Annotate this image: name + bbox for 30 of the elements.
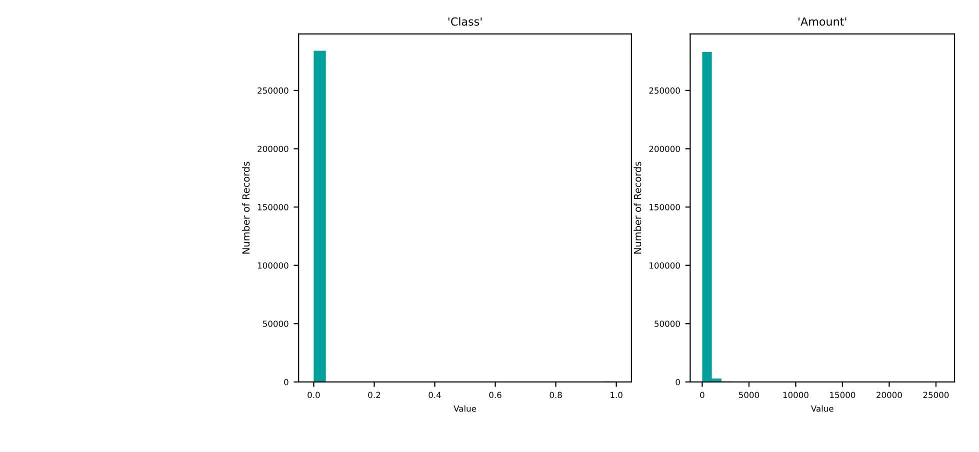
chart-title: 'Amount'	[798, 17, 846, 26]
y-tick-label: 100000	[258, 262, 288, 269]
x-tick-label: 15000	[830, 392, 856, 398]
x-tick-label: 1.0	[610, 392, 622, 398]
y-tick-label: 250000	[258, 87, 288, 94]
y-axis-title: Number of Records	[634, 162, 642, 254]
x-tick-label: 0.2	[368, 392, 380, 398]
x-tick-label: 0.8	[550, 392, 562, 398]
y-tick-label: 0	[676, 378, 680, 386]
x-tick-label: 0.6	[489, 392, 502, 398]
x-axis-title: Value	[810, 405, 834, 412]
y-tick-label: 200000	[258, 146, 288, 152]
y-tick-label: 50000	[263, 320, 288, 327]
y-tick-label: 200000	[649, 146, 680, 152]
y-tick-label: 0	[284, 378, 288, 386]
y-tick-label: 150000	[650, 204, 680, 210]
x-tick-label: 20000	[876, 392, 902, 398]
y-tick-label: 150000	[258, 204, 288, 210]
y-axis-title: Number of Records	[242, 162, 250, 254]
x-tick-label: 0.0	[308, 392, 320, 398]
x-tick-label: 10000	[783, 392, 808, 398]
x-tick-label: 0	[700, 392, 704, 398]
chart-title: 'Class'	[448, 17, 482, 26]
x-tick-label: 25000	[923, 392, 949, 398]
y-tick-label: 50000	[654, 320, 680, 327]
x-tick-label: 0.4	[428, 392, 441, 398]
y-tick-label: 250000	[649, 87, 680, 94]
y-tick-label: 100000	[650, 262, 680, 269]
x-tick-label: 5000	[739, 392, 760, 398]
x-axis-title: Value	[454, 405, 476, 412]
